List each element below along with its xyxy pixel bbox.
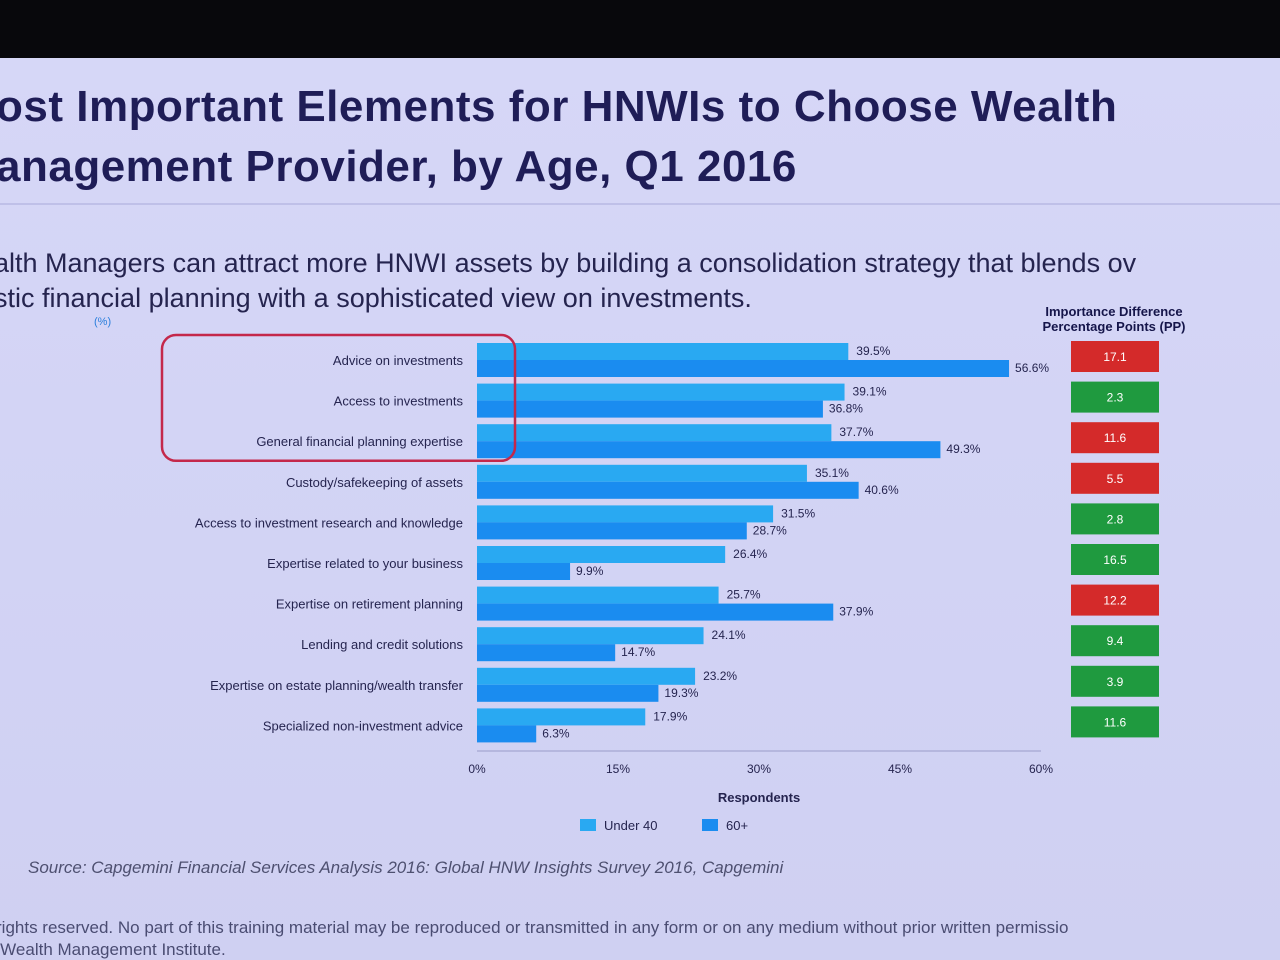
pp-badge xyxy=(1071,381,1159,413)
bar-60-plus xyxy=(477,400,823,418)
bar-under-40 xyxy=(477,627,704,645)
slide-title-line-2: anagement Provider, by Age, Q1 2016 xyxy=(0,142,797,191)
pp-badge xyxy=(1071,625,1159,657)
bar-under-40 xyxy=(477,505,774,523)
highlight-box xyxy=(160,333,517,463)
slide-subtitle-line-2: stic financial planning with a sophistic… xyxy=(0,283,752,313)
x-axis-title: Respondents xyxy=(718,790,800,805)
bar-60-plus xyxy=(477,603,834,621)
pp-value: 11.6 xyxy=(1104,715,1127,729)
data-label-60-plus: 14.7% xyxy=(621,645,655,659)
pp-value: 9.4 xyxy=(1107,634,1124,648)
bar-60-plus xyxy=(477,644,616,662)
data-label-under-40: 25.7% xyxy=(727,588,761,602)
legend-label-under-40: Under 40 xyxy=(604,818,657,833)
pp-badge xyxy=(1071,665,1159,697)
pp-badge xyxy=(1071,462,1159,494)
data-label-under-40: 39.5% xyxy=(856,344,890,358)
bar-60-plus xyxy=(477,360,1010,377)
bar-under-40 xyxy=(477,586,719,604)
slide-title-line-1: ost Important Elements for HNWIs to Choo… xyxy=(0,82,1118,131)
data-label-60-plus: 40.6% xyxy=(865,483,899,497)
pp-badge xyxy=(1071,422,1159,454)
bar-60-plus xyxy=(477,563,571,580)
data-label-under-40: 23.2% xyxy=(703,669,737,683)
bar-60-plus xyxy=(477,522,747,540)
bar-under-40 xyxy=(477,667,696,685)
bar-under-40 xyxy=(477,546,726,563)
pp-value: 16.5 xyxy=(1103,553,1127,567)
category-label: Expertise related to your business xyxy=(267,556,463,571)
data-label-60-plus: 28.7% xyxy=(753,523,787,537)
bar-60-plus xyxy=(477,481,859,499)
category-label: Expertise on estate planning/wealth tran… xyxy=(210,678,464,693)
data-label-60-plus: 19.3% xyxy=(664,686,698,700)
x-tick-label: 30% xyxy=(747,762,771,776)
pp-badge xyxy=(1071,544,1159,575)
pp-badge xyxy=(1071,584,1159,616)
pp-value: 2.3 xyxy=(1107,391,1124,405)
bar-under-40 xyxy=(477,708,646,726)
data-label-under-40: 17.9% xyxy=(653,709,687,723)
data-label-under-40: 35.1% xyxy=(815,466,849,480)
slide-subtitle-line-1: alth Managers can attract more HNWI asse… xyxy=(0,248,1137,278)
title-divider xyxy=(0,203,1280,205)
pp-badge xyxy=(1071,341,1159,372)
data-label-60-plus: 9.9% xyxy=(576,564,604,578)
presentation-slide: ost Important Elements for HNWIs to Choo… xyxy=(0,58,1280,960)
pp-value: 5.5 xyxy=(1107,472,1124,486)
category-label: Access to investments xyxy=(334,394,464,409)
category-label: Access to investment research and knowle… xyxy=(195,515,463,530)
screen-bezel xyxy=(0,0,1280,58)
x-tick-label: 45% xyxy=(888,762,912,776)
source-note: Source: Capgemini Financial Services Ana… xyxy=(28,858,784,877)
bar-under-40 xyxy=(477,343,849,360)
data-label-60-plus: 37.9% xyxy=(839,605,873,619)
data-label-60-plus: 36.8% xyxy=(829,402,863,416)
legend-swatch-60-plus xyxy=(702,819,718,831)
x-tick-label: 0% xyxy=(468,762,486,776)
data-label-under-40: 24.1% xyxy=(712,628,746,642)
pp-value: 2.8 xyxy=(1107,512,1124,526)
pp-header-line-2: Percentage Points (PP) xyxy=(1042,319,1186,334)
bar-under-40 xyxy=(477,383,845,401)
data-label-under-40: 31.5% xyxy=(781,506,815,520)
copyright-line-1: rights reserved. No part of this trainin… xyxy=(0,918,1069,937)
bar-60-plus xyxy=(477,441,941,459)
data-label-under-40: 26.4% xyxy=(733,547,767,561)
category-label: Specialized non-investment advice xyxy=(263,718,463,733)
bar-60-plus xyxy=(477,725,537,743)
pp-header-line-1: Importance Difference xyxy=(1045,304,1183,319)
pp-value: 12.2 xyxy=(1103,594,1127,608)
category-label: Advice on investments xyxy=(333,353,464,368)
x-tick-label: 60% xyxy=(1029,762,1053,776)
category-label: General financial planning expertise xyxy=(256,434,463,449)
bar-under-40 xyxy=(477,424,832,442)
x-tick-label: 15% xyxy=(606,762,630,776)
pp-badge xyxy=(1071,503,1159,535)
pp-badge xyxy=(1071,706,1159,738)
data-label-under-40: 37.7% xyxy=(839,425,873,439)
bar-60-plus xyxy=(477,684,659,702)
pp-value: 3.9 xyxy=(1107,675,1124,689)
pp-value: 11.6 xyxy=(1104,431,1127,445)
data-label-60-plus: 49.3% xyxy=(946,442,980,456)
data-label-60-plus: 56.6% xyxy=(1015,361,1049,375)
legend-label-60-plus: 60+ xyxy=(726,818,748,833)
category-label: Expertise on retirement planning xyxy=(276,597,463,612)
category-label: Lending and credit solutions xyxy=(301,637,463,652)
bar-chart: 39.5% 56.6% Advice on investments 17.1 39.1%… xyxy=(160,333,1159,833)
data-label-60-plus: 6.3% xyxy=(542,726,570,740)
unit-label: (%) xyxy=(94,316,112,328)
legend-swatch-under-40 xyxy=(580,819,596,831)
category-label: Custody/safekeeping of assets xyxy=(286,475,464,490)
bar-under-40 xyxy=(477,464,807,482)
pp-value: 17.1 xyxy=(1103,350,1127,364)
data-label-under-40: 39.1% xyxy=(853,385,887,399)
copyright-line-2: e Wealth Management Institute. xyxy=(0,940,226,959)
